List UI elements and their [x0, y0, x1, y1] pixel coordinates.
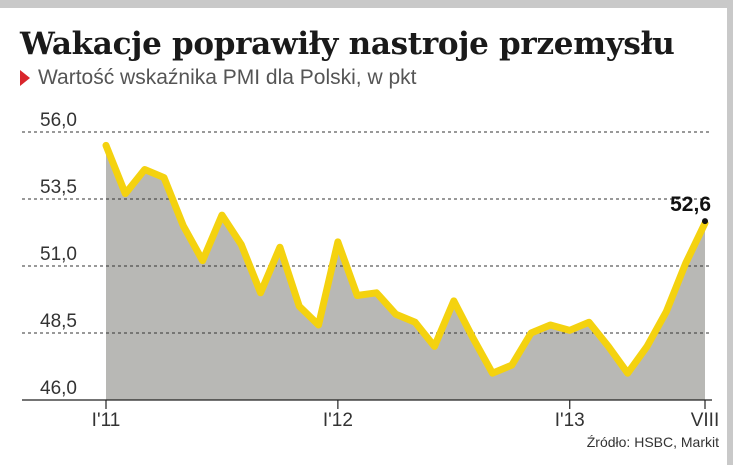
chart-title: Wakacje poprawiły nastroje przemysłu: [20, 26, 675, 62]
data-point: [296, 303, 302, 309]
y-tick-label: 51,0: [40, 244, 77, 265]
data-point: [219, 212, 225, 218]
chart-subtitle: Wartość wskaźnika PMI dla Polski, w pkt: [20, 66, 417, 90]
y-tick-label: 48,5: [40, 311, 77, 332]
data-point: [509, 362, 515, 368]
data-point: [335, 239, 341, 245]
x-tick-label: I'13: [555, 410, 585, 431]
y-tick-label: 46,0: [40, 378, 77, 399]
data-point: [547, 322, 553, 328]
data-point: [663, 309, 669, 315]
data-point: [354, 292, 360, 298]
data-point: [393, 311, 399, 317]
data-point: [258, 290, 264, 296]
x-tick-label: I'11: [92, 410, 121, 431]
data-point: [567, 327, 573, 333]
y-tick-label: 53,5: [40, 177, 77, 198]
last-value-label: 52,6: [670, 193, 711, 216]
data-point: [200, 258, 206, 264]
data-point: [374, 290, 380, 296]
triangle-marker-icon: [20, 70, 30, 86]
data-point: [238, 242, 244, 248]
data-point: [586, 319, 592, 325]
data-point: [528, 330, 534, 336]
data-point: [316, 322, 322, 328]
data-point: [161, 175, 167, 181]
data-point: [451, 298, 457, 304]
data-point: [412, 319, 418, 325]
series-area: [106, 145, 705, 400]
y-tick-label: 56,0: [40, 110, 77, 131]
data-point: [431, 343, 437, 349]
data-point: [605, 343, 611, 349]
data-point: [683, 260, 689, 266]
data-point: [277, 244, 283, 250]
last-point-marker: [702, 218, 708, 225]
x-tick-label: VIII: [691, 410, 720, 431]
data-point: [644, 343, 650, 349]
x-tick-label: I'12: [323, 410, 353, 431]
data-point: [122, 191, 128, 197]
data-point: [180, 223, 186, 229]
data-point: [489, 370, 495, 376]
series-line: [102, 141, 709, 377]
data-point: [142, 167, 148, 173]
data-point: [470, 335, 476, 341]
data-point: [625, 370, 631, 376]
source-note: Źródło: HSBC, Markit: [586, 434, 719, 450]
data-point: [103, 142, 109, 148]
subtitle-text: Wartość wskaźnika PMI dla Polski, w pkt: [38, 66, 417, 89]
